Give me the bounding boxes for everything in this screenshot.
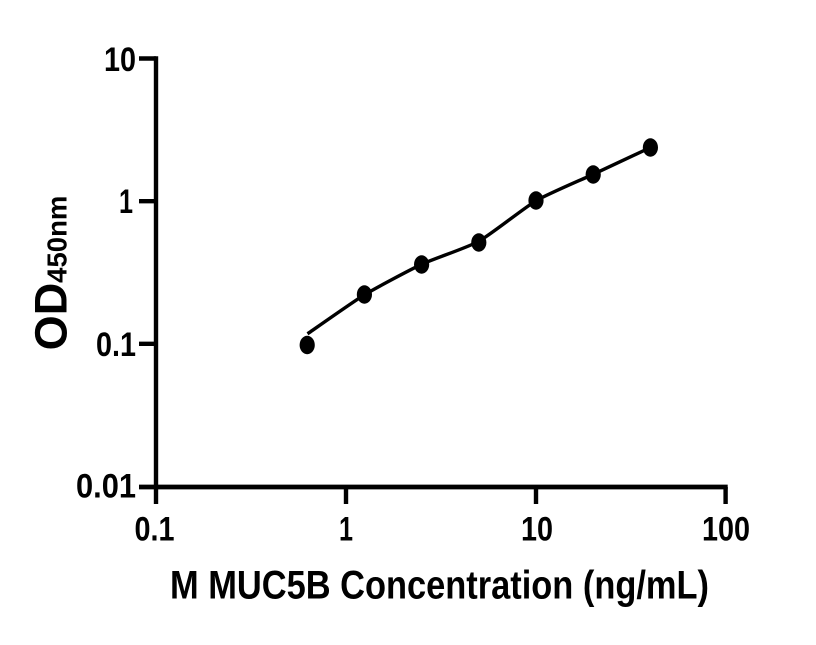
svg-text:10: 10 (521, 511, 553, 549)
svg-text:0.1: 0.1 (135, 511, 175, 549)
svg-text:1: 1 (119, 183, 133, 221)
svg-text:10: 10 (104, 41, 136, 79)
svg-text:100: 100 (702, 511, 750, 549)
svg-text:0.01: 0.01 (76, 468, 136, 506)
svg-text:M MUC5B Concentration (ng/mL): M MUC5B Concentration (ng/mL) (170, 564, 709, 608)
svg-text:0.1: 0.1 (96, 326, 136, 364)
svg-text:1: 1 (339, 511, 353, 549)
